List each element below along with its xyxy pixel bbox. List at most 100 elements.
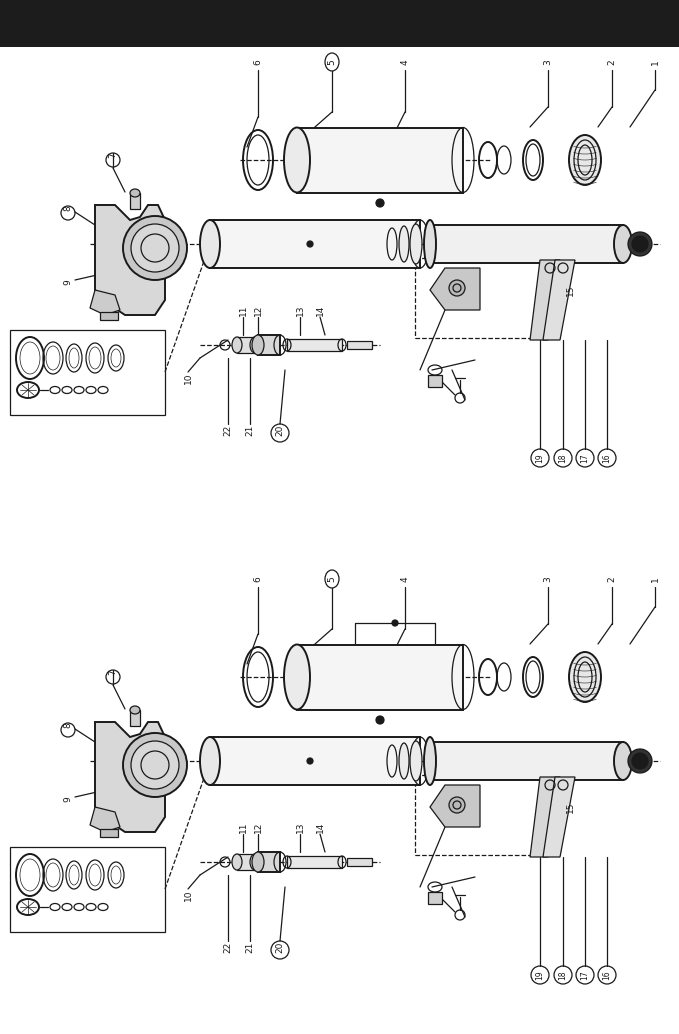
Bar [100, 312, 118, 320]
Bar [258, 852, 280, 872]
Ellipse shape [130, 706, 140, 714]
Text: 18: 18 [559, 453, 568, 463]
Ellipse shape [399, 743, 409, 779]
Text: 15: 15 [566, 801, 574, 813]
Circle shape [449, 797, 465, 813]
Text: 7: 7 [109, 152, 117, 158]
Polygon shape [543, 260, 575, 340]
Ellipse shape [284, 644, 310, 709]
Bar [297, 645, 463, 710]
Ellipse shape [232, 854, 242, 870]
Polygon shape [543, 777, 575, 857]
Bar [130, 193, 140, 209]
Ellipse shape [569, 652, 601, 702]
Circle shape [123, 733, 187, 797]
Circle shape [628, 749, 652, 773]
Circle shape [376, 716, 384, 724]
Text: 4: 4 [401, 576, 409, 582]
Text: 18: 18 [559, 970, 568, 980]
Bar [347, 858, 372, 866]
Bar [210, 220, 420, 268]
Polygon shape [90, 290, 120, 315]
Text: 6: 6 [253, 59, 263, 65]
Ellipse shape [614, 225, 632, 263]
Ellipse shape [232, 337, 242, 353]
Bar [287, 339, 342, 351]
Bar [237, 854, 255, 870]
Ellipse shape [200, 220, 220, 268]
Bar [430, 742, 623, 780]
Text: 6: 6 [253, 576, 263, 582]
Text: 15: 15 [566, 284, 574, 296]
Polygon shape [90, 807, 120, 832]
Text: 10: 10 [183, 372, 193, 384]
Polygon shape [95, 722, 165, 832]
Text: 9: 9 [64, 279, 73, 285]
Circle shape [628, 232, 652, 256]
Bar [100, 829, 118, 837]
Text: 17: 17 [581, 970, 589, 980]
Ellipse shape [252, 335, 264, 355]
Circle shape [632, 236, 648, 252]
Text: 17: 17 [581, 453, 589, 463]
Text: 10: 10 [183, 889, 193, 901]
Bar [347, 341, 372, 349]
Text: 12: 12 [253, 304, 263, 315]
Circle shape [376, 199, 384, 207]
Text: 13: 13 [295, 821, 304, 832]
Text: 19: 19 [536, 970, 545, 980]
Circle shape [632, 753, 648, 769]
Polygon shape [430, 268, 480, 310]
Text: 21: 21 [246, 424, 255, 435]
Text: 1: 1 [650, 59, 659, 65]
Circle shape [449, 280, 465, 296]
Text: 11: 11 [238, 304, 248, 315]
Bar [10, 330, 165, 415]
Bar [297, 128, 463, 193]
Circle shape [131, 741, 179, 789]
Polygon shape [530, 777, 560, 857]
Text: 9: 9 [64, 796, 73, 802]
Bar [287, 856, 342, 868]
Text: 3: 3 [543, 59, 553, 65]
Ellipse shape [424, 737, 436, 785]
Text: 5: 5 [327, 576, 337, 582]
Text: 3: 3 [543, 576, 553, 582]
Text: 14: 14 [316, 304, 325, 315]
Ellipse shape [399, 226, 409, 262]
Text: 4: 4 [401, 59, 409, 65]
Polygon shape [95, 205, 165, 315]
Bar [10, 847, 165, 932]
Ellipse shape [569, 135, 601, 185]
Bar [428, 892, 442, 904]
Text: 20: 20 [276, 424, 285, 435]
Text: 19: 19 [536, 453, 545, 463]
Bar [258, 335, 280, 355]
Text: 11: 11 [238, 821, 248, 832]
Text: 2: 2 [608, 59, 617, 65]
Circle shape [123, 216, 187, 280]
Ellipse shape [200, 737, 220, 785]
Text: 1: 1 [650, 576, 659, 582]
Text: 7: 7 [109, 669, 117, 675]
Ellipse shape [410, 224, 422, 264]
Text: 14: 14 [316, 821, 325, 832]
Text: 8: 8 [64, 205, 73, 211]
Bar [428, 375, 442, 387]
Bar [130, 710, 140, 726]
Ellipse shape [424, 220, 436, 268]
Text: 16: 16 [602, 970, 612, 980]
Text: 12: 12 [253, 821, 263, 832]
Text: 8: 8 [64, 722, 73, 728]
Text: 22: 22 [223, 424, 232, 435]
Ellipse shape [284, 127, 310, 192]
Ellipse shape [410, 741, 422, 781]
Text: 20: 20 [276, 941, 285, 952]
Text: 2: 2 [608, 576, 617, 582]
Ellipse shape [130, 189, 140, 197]
Bar [237, 337, 255, 353]
Circle shape [131, 224, 179, 272]
Bar [210, 737, 420, 785]
Circle shape [307, 758, 313, 764]
Text: 16: 16 [602, 453, 612, 463]
